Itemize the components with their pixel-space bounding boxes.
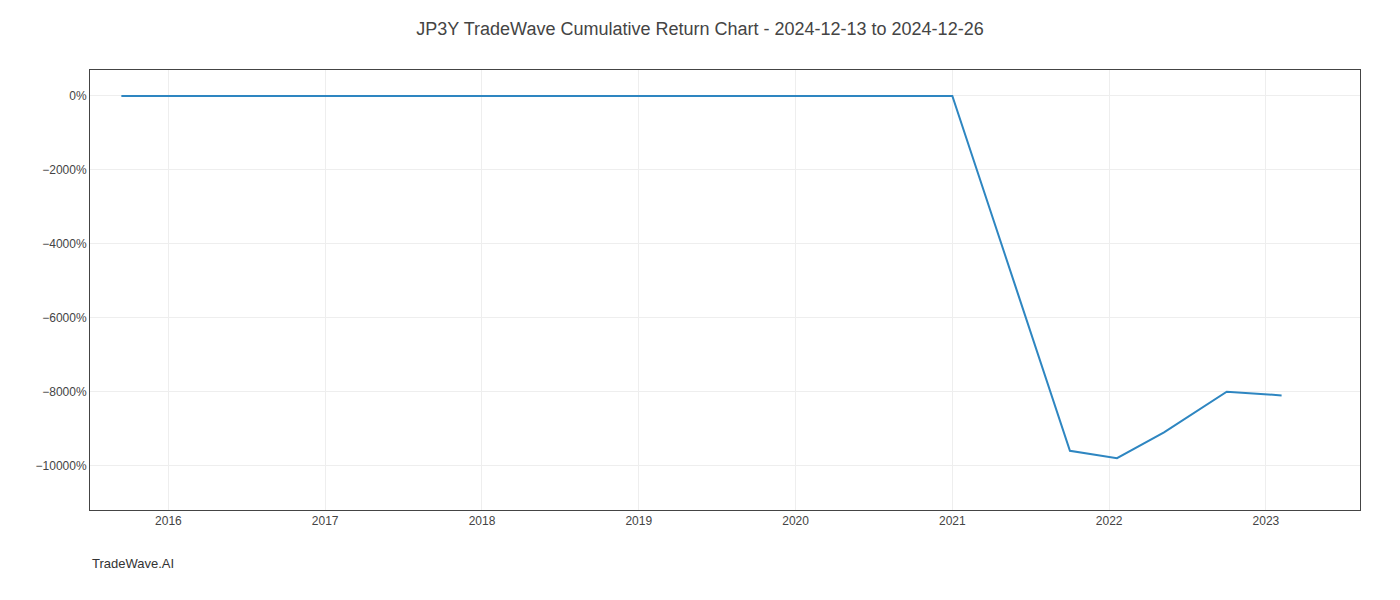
- svg-text:2018: 2018: [469, 514, 496, 528]
- svg-text:2017: 2017: [312, 514, 339, 528]
- svg-text:2021: 2021: [939, 514, 966, 528]
- svg-text:−2000%: −2000%: [42, 163, 87, 177]
- svg-text:−6000%: −6000%: [42, 311, 87, 325]
- svg-text:−4000%: −4000%: [42, 237, 87, 251]
- svg-text:JP3Y TradeWave Cumulative Retu: JP3Y TradeWave Cumulative Return Chart -…: [416, 19, 983, 39]
- svg-text:2016: 2016: [155, 514, 182, 528]
- svg-text:2023: 2023: [1253, 514, 1280, 528]
- svg-text:2020: 2020: [782, 514, 809, 528]
- svg-text:−8000%: −8000%: [42, 385, 87, 399]
- svg-text:0%: 0%: [69, 89, 87, 103]
- svg-text:2019: 2019: [625, 514, 652, 528]
- svg-text:TradeWave.AI: TradeWave.AI: [92, 556, 174, 571]
- svg-text:2022: 2022: [1096, 514, 1123, 528]
- svg-text:−10000%: −10000%: [36, 459, 87, 473]
